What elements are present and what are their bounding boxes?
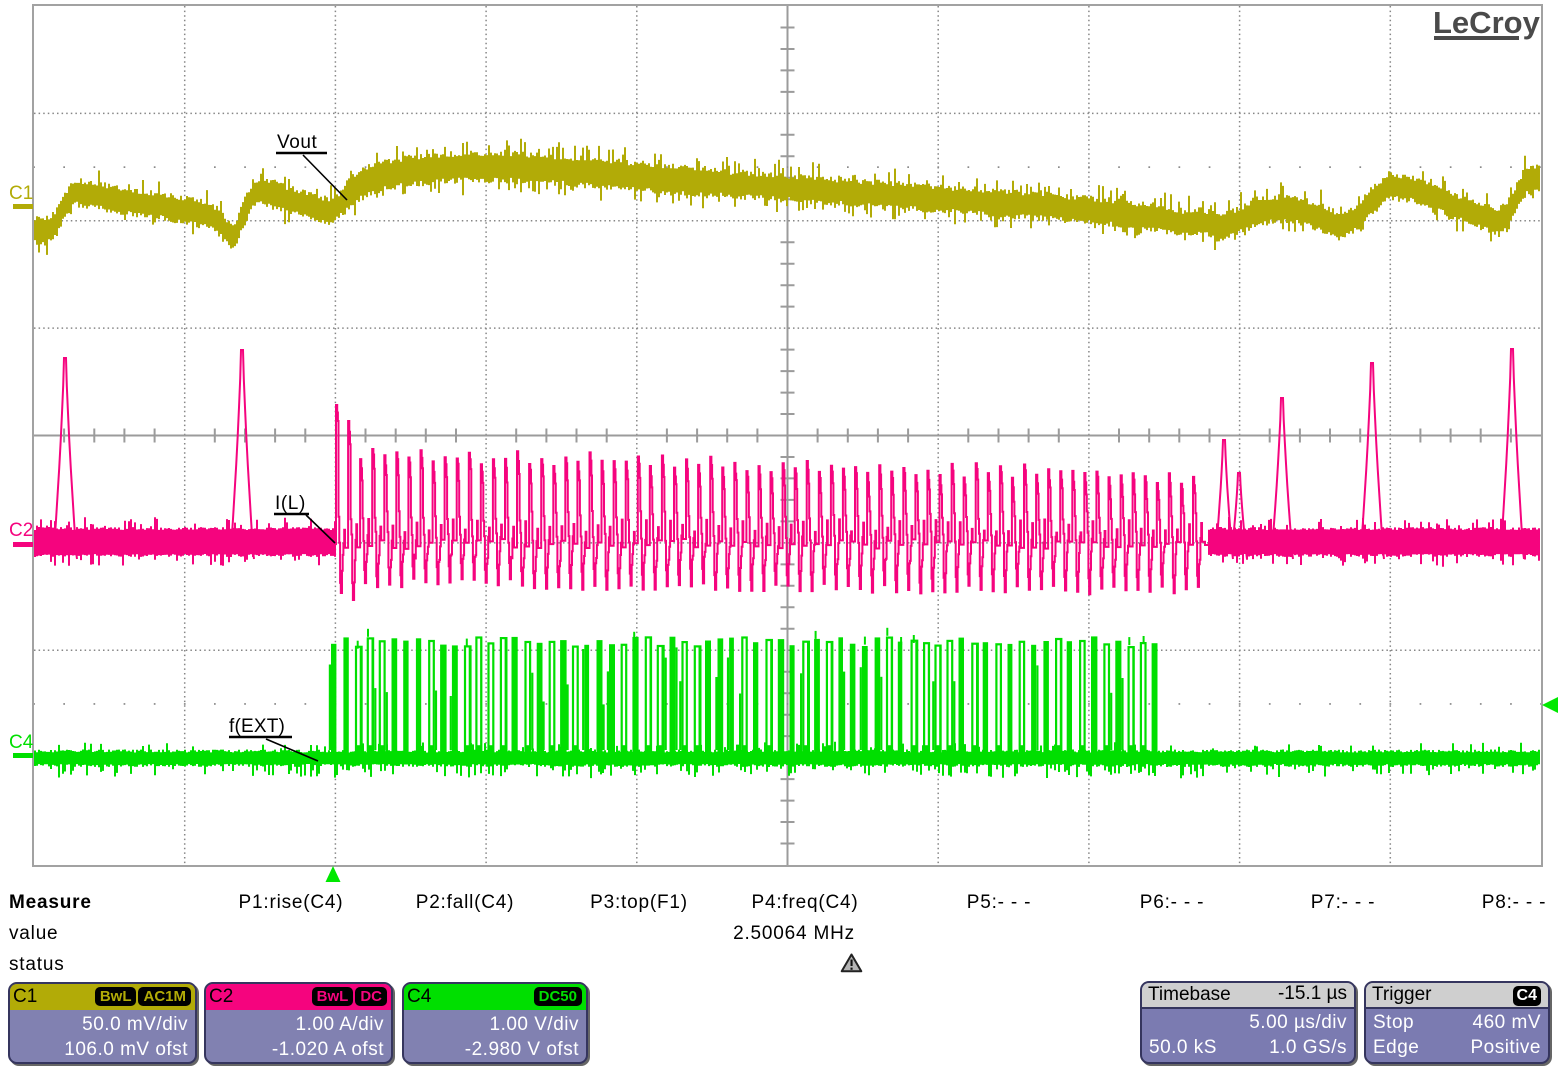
- svg-text:C2: C2: [9, 520, 33, 541]
- svg-text:f(EXT): f(EXT): [229, 716, 285, 737]
- svg-text:C1: C1: [9, 183, 33, 204]
- svg-text:C4: C4: [9, 732, 34, 753]
- svg-text:I(L): I(L): [275, 493, 306, 514]
- svg-text:Vout: Vout: [277, 132, 318, 153]
